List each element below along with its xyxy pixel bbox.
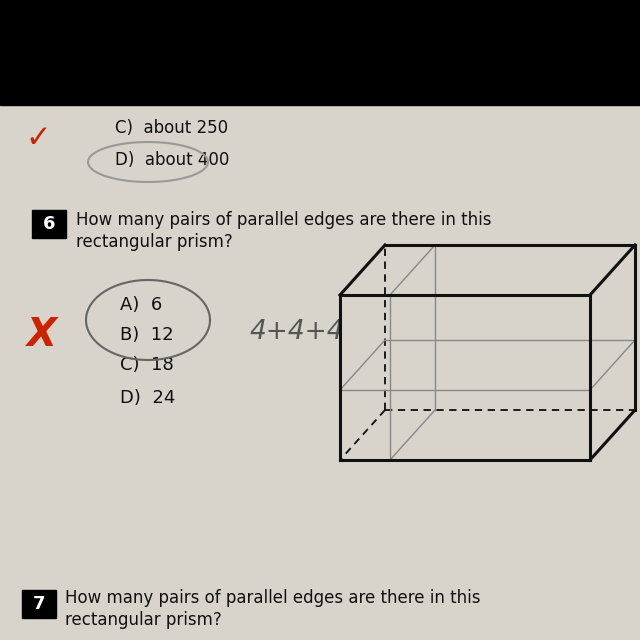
Text: D)  24: D) 24 (120, 389, 175, 407)
Text: rectangular prism?: rectangular prism? (76, 233, 233, 251)
Text: C)  about 250: C) about 250 (115, 119, 228, 137)
Text: How many pairs of parallel edges are there in this: How many pairs of parallel edges are the… (65, 589, 481, 607)
Bar (22, 590, 56, 618)
Text: A)  6: A) 6 (120, 296, 163, 314)
Text: C)  18: C) 18 (120, 356, 173, 374)
Text: How many pairs of parallel edges are there in this: How many pairs of parallel edges are the… (76, 211, 492, 229)
Text: D)  about 400: D) about 400 (115, 151, 229, 169)
Bar (0, 0, 640, 105)
Bar (32, 210, 66, 238)
Text: 6: 6 (43, 215, 55, 233)
Text: ✓: ✓ (25, 124, 51, 152)
Text: B)  12: B) 12 (120, 326, 173, 344)
Text: rectangular prism?: rectangular prism? (65, 611, 221, 629)
Text: 7: 7 (33, 595, 45, 613)
Text: 4+4+4: 4+4+4 (250, 319, 344, 345)
Text: X: X (27, 316, 57, 354)
